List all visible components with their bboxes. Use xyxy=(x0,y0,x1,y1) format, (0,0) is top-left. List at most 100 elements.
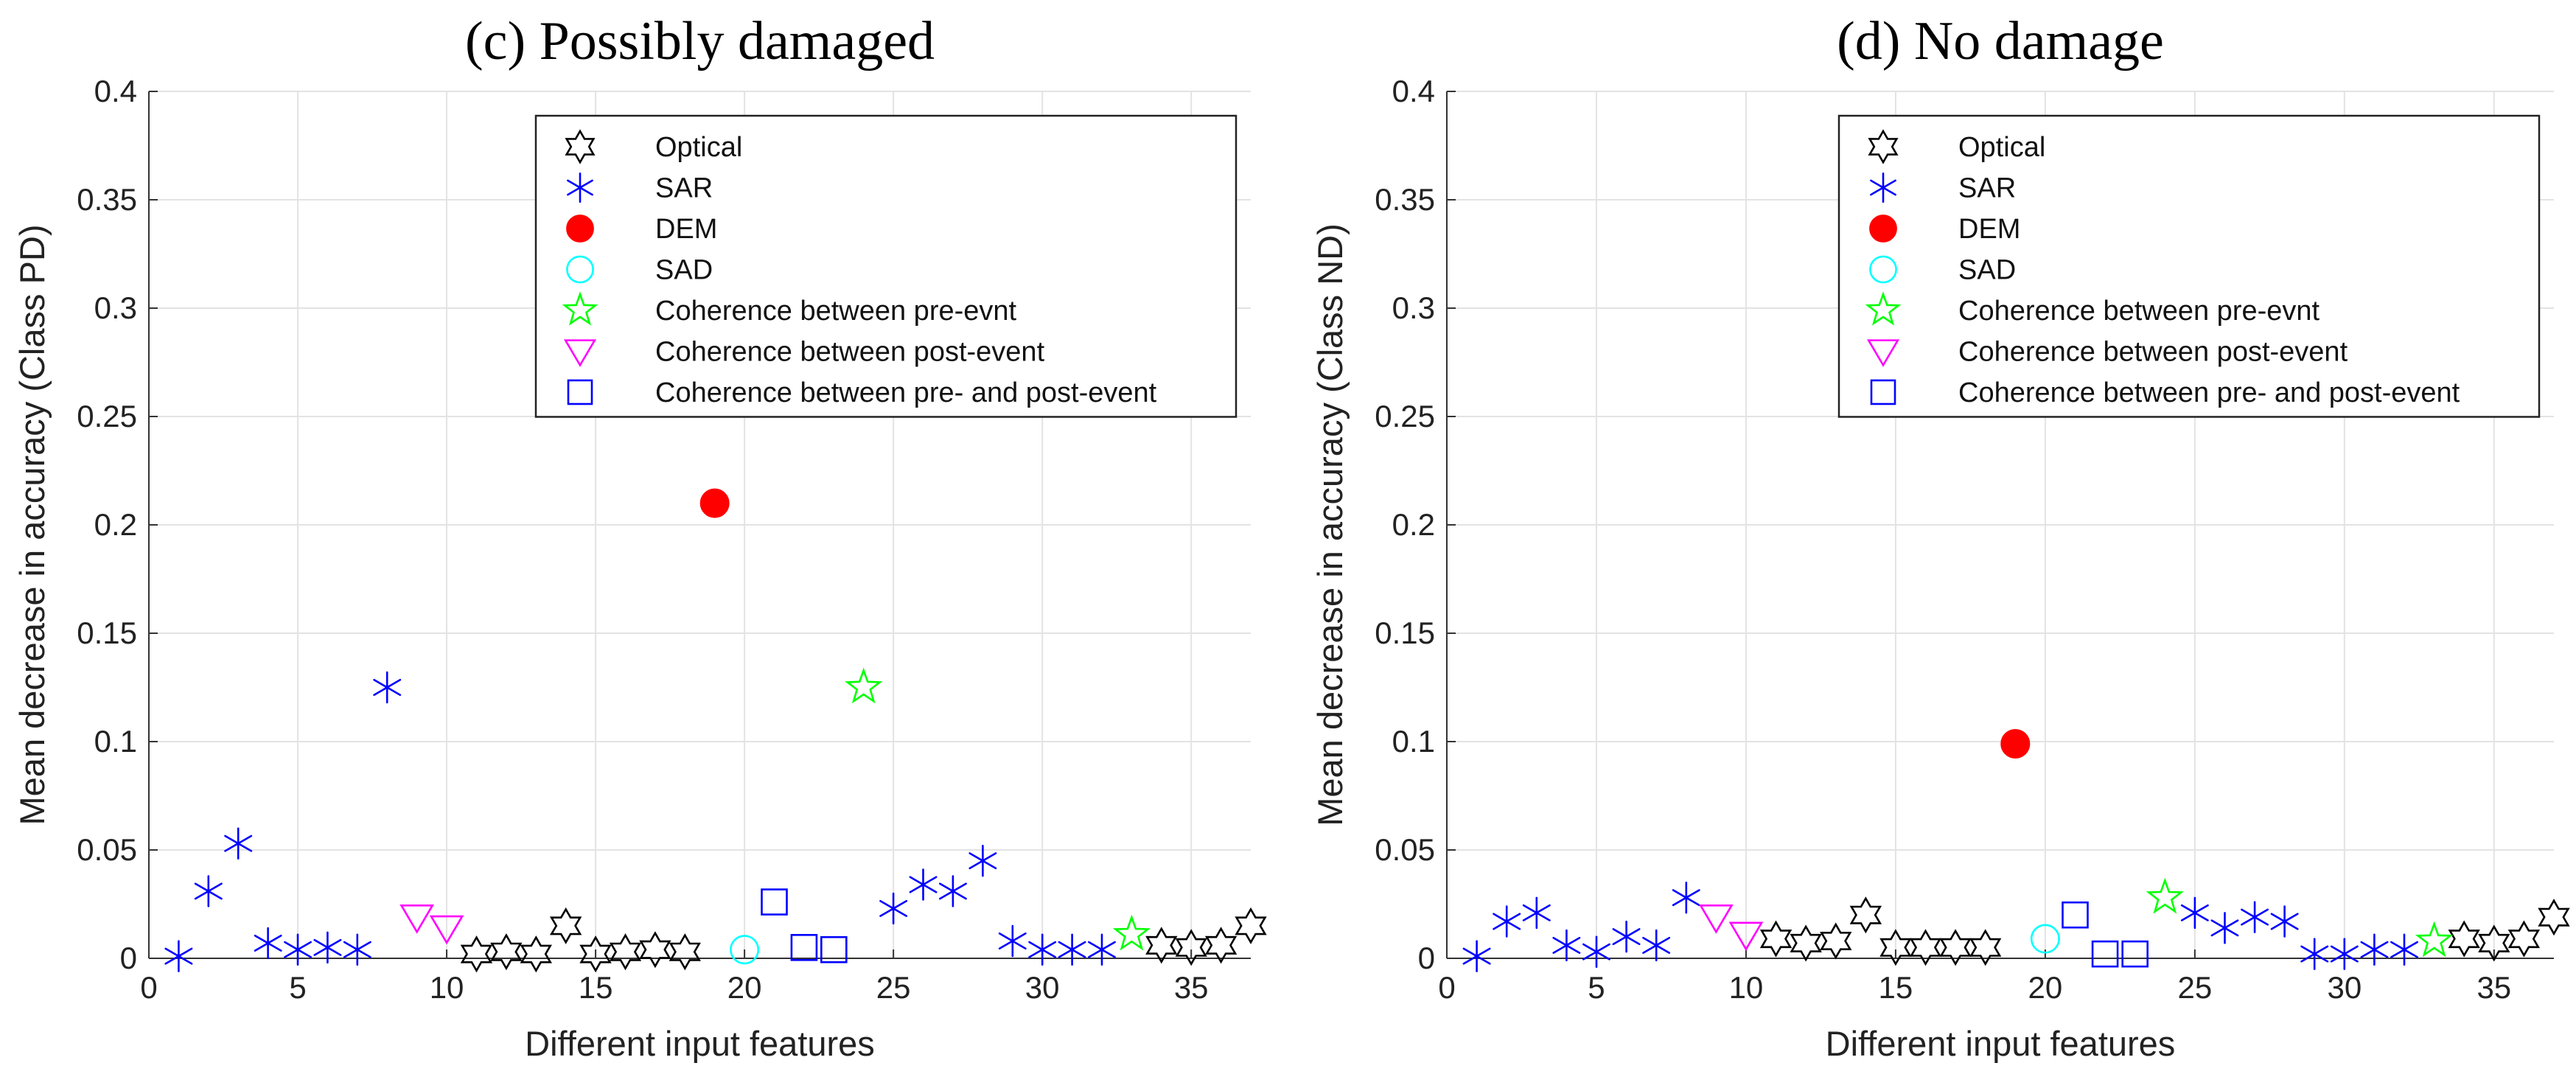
legend-item-coherence-between-pre-and-post-event: Coherence between pre- and post-event xyxy=(567,377,1157,408)
data-point-sar xyxy=(998,924,1027,958)
data-point-coherence-between-post-event xyxy=(1728,921,1764,952)
data-point-optical xyxy=(1145,927,1178,964)
data-point-optical xyxy=(1759,920,1793,958)
legend-item-dem: DEM xyxy=(1869,214,2020,245)
series-coherence-between-pre-and-post-event xyxy=(761,888,848,963)
legend-label: SAD xyxy=(1958,255,2016,286)
legend-marker-optical xyxy=(565,129,596,164)
chart-title: (d) No damage xyxy=(1837,11,2164,72)
y-tick-label: 0.2 xyxy=(1392,507,1435,542)
y-tick-labels: 0 0.05 0.1 0.15 0.2 0.25 0.3 0.35 0.4 xyxy=(1375,74,1456,975)
data-point-coherence-between-pre-and-post-event xyxy=(761,888,788,916)
legend-item-optical: Optical xyxy=(1868,129,2045,164)
data-point-sar xyxy=(1612,920,1641,953)
x-tick-label: 5 xyxy=(1588,970,1605,1005)
data-point-optical xyxy=(1175,929,1207,966)
legend-marker-coherence-between-pre-and-post-event xyxy=(1870,379,1896,405)
data-point-sar xyxy=(1493,905,1521,938)
data-point-sar xyxy=(2390,933,2418,966)
legend-item-sar: SAR xyxy=(1870,172,2016,204)
legend-label: SAR xyxy=(655,173,713,204)
y-tick-label: 0.1 xyxy=(1392,724,1435,759)
data-point-sar xyxy=(879,892,908,925)
y-tick-label: 0.25 xyxy=(77,399,137,433)
x-tick-label: 10 xyxy=(1729,970,1764,1005)
legend-marker-sad xyxy=(1869,255,1897,284)
data-point-sar xyxy=(2360,933,2389,966)
y-tick-label: 0 xyxy=(1418,941,1435,975)
data-point-sar xyxy=(968,845,997,877)
y-tick-label: 0.3 xyxy=(1392,290,1435,325)
legend-marker-coherence-between-pre-evnt xyxy=(562,291,598,326)
data-point-sar xyxy=(343,933,371,966)
y-tick-label: 0.05 xyxy=(1375,832,1435,867)
data-point-optical xyxy=(579,935,612,973)
legend-label: DEM xyxy=(655,214,717,245)
data-point-optical xyxy=(609,933,642,971)
data-point-sad xyxy=(730,935,760,965)
series-sar xyxy=(1462,882,2418,972)
data-point-coherence-between-pre-and-post-event xyxy=(2062,901,2089,929)
y-tick-label: 0.15 xyxy=(77,616,137,650)
legend-marker-sar xyxy=(567,172,593,203)
x-tick-label: 25 xyxy=(2178,970,2213,1005)
y-tick-label: 0.05 xyxy=(77,832,137,867)
data-point-coherence-between-pre-evnt xyxy=(1112,914,1151,951)
legend-label: Coherence between pre-evnt xyxy=(655,296,1017,327)
data-point-sad xyxy=(2030,924,2060,954)
data-point-sar xyxy=(254,927,282,960)
data-point-coherence-between-pre-evnt xyxy=(845,667,883,704)
data-point-dem xyxy=(699,488,730,518)
y-tick-label: 0.4 xyxy=(1392,74,1435,108)
data-point-coherence-between-pre-evnt xyxy=(2146,877,2184,914)
data-point-sar xyxy=(2180,896,2209,929)
legend-item-sar: SAR xyxy=(567,172,713,204)
data-point-coherence-between-pre-evnt xyxy=(2415,921,2454,958)
legend-item-coherence-between-pre-and-post-event: Coherence between pre- and post-event xyxy=(1870,377,2460,408)
chart-panel-no-damage: 0 5 10 15 20 25 30 35 0 0.05 0.1 0.15 0.2 0.25 0.3 0.35… xyxy=(1310,11,2570,1063)
x-tick-labels: 0 5 10 15 20 25 30 35 xyxy=(140,949,1209,1005)
legend-label: SAR xyxy=(1958,173,2016,204)
legend-marker-optical xyxy=(1868,129,1899,164)
data-point-optical xyxy=(520,935,552,973)
legend-item-optical: Optical xyxy=(565,129,742,164)
legend-item-coherence-between-post-event: Coherence between post-event xyxy=(1866,337,2348,368)
legend-item-sad: SAD xyxy=(566,255,713,286)
data-point-optical xyxy=(639,931,671,969)
data-point-sar xyxy=(939,875,967,907)
data-point-optical xyxy=(1909,929,1942,966)
data-point-sar xyxy=(909,868,938,901)
y-tick-labels: 0 0.05 0.1 0.15 0.2 0.25 0.3 0.35 0.4 xyxy=(77,74,158,975)
data-point-optical xyxy=(1849,896,1882,934)
x-tick-label: 5 xyxy=(289,970,306,1005)
series-sar xyxy=(164,671,1116,972)
legend-label: DEM xyxy=(1958,214,2020,245)
data-point-sar xyxy=(373,671,402,704)
legend-label: SAD xyxy=(655,255,713,286)
series-coherence-between-pre-and-post-event xyxy=(2062,901,2149,968)
y-tick-label: 0 xyxy=(120,941,137,975)
legend: Optical SAR DEM SAD Coherence between pre-ev… xyxy=(534,114,1238,418)
legend-marker-sad xyxy=(566,255,594,284)
data-point-coherence-between-post-event xyxy=(399,905,435,934)
series-optical xyxy=(1759,896,2570,966)
x-tick-label: 0 xyxy=(140,970,157,1005)
legend-marker-dem xyxy=(566,215,594,243)
y-axis-label: Mean decrease in accuracy (Class ND) xyxy=(1310,223,1350,826)
x-tick-label: 15 xyxy=(1879,970,1913,1005)
data-point-coherence-between-pre-and-post-event xyxy=(820,935,848,963)
data-point-coherence-between-pre-and-post-event xyxy=(2121,940,2149,968)
data-point-sar xyxy=(224,827,253,860)
y-tick-label: 0.35 xyxy=(1375,182,1435,217)
data-point-optical xyxy=(549,907,582,944)
chart-title: (c) Possibly damaged xyxy=(465,11,935,72)
data-point-optical xyxy=(460,935,493,973)
series-coherence-between-pre-evnt xyxy=(845,667,1151,951)
x-axis-label: Different input features xyxy=(1826,1024,2176,1063)
x-tick-label: 20 xyxy=(727,970,762,1005)
y-tick-label: 0.15 xyxy=(1375,616,1435,650)
data-point-optical xyxy=(1939,929,1972,966)
legend-label: Optical xyxy=(655,132,742,163)
legend-marker-sar xyxy=(1870,172,1896,203)
x-tick-labels: 0 5 10 15 20 25 30 35 xyxy=(1438,949,2511,1005)
